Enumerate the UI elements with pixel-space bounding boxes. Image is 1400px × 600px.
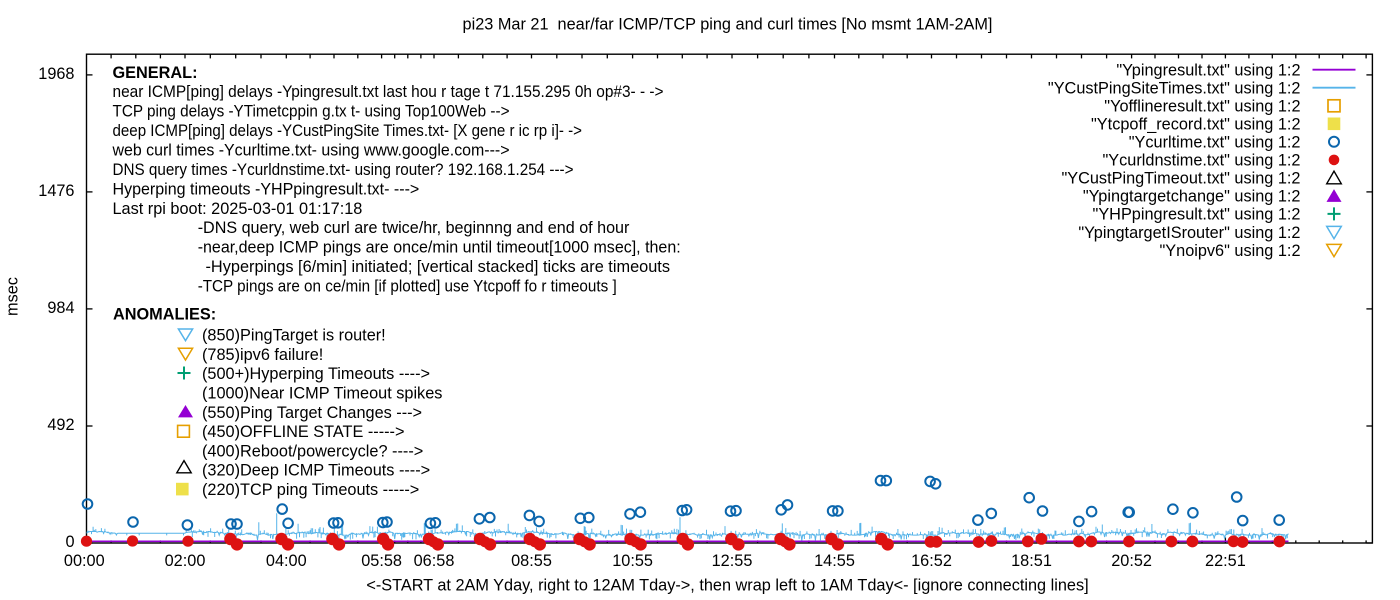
- svg-text:-DNS query, web curl are twice: -DNS query, web curl are twice/hr, begin…: [198, 219, 630, 237]
- svg-text:"Ycurldnstime.txt" using 1:2: "Ycurldnstime.txt" using 1:2: [1103, 152, 1301, 170]
- svg-text:near ICMP[ping] delays -Ypingr: near ICMP[ping] delays -Ypingresult.txt …: [113, 83, 664, 101]
- svg-text:DNS query times -Ycurldnstime.: DNS query times -Ycurldnstime.txt- using…: [113, 161, 574, 179]
- svg-text:web curl times -Ycurltime.txt-: web curl times -Ycurltime.txt- using www…: [112, 142, 510, 160]
- svg-text:(1000)Near ICMP Timeout spikes: (1000)Near ICMP Timeout spikes: [202, 385, 442, 403]
- svg-text:deep ICMP[ping] delays -YCustP: deep ICMP[ping] delays -YCustPingSite Ti…: [113, 122, 583, 140]
- svg-text:(500+)Hyperping Timeouts ---->: (500+)Hyperping Timeouts ---->: [202, 365, 430, 383]
- svg-text:05:58: 05:58: [361, 552, 402, 570]
- svg-text:"Yofflineresult.txt" using 1:2: "Yofflineresult.txt" using 1:2: [1104, 98, 1300, 116]
- svg-text:1968: 1968: [38, 65, 74, 83]
- svg-text:<-START at 2AM Yday, right to: <-START at 2AM Yday, right to 12AM Tday-…: [366, 577, 1088, 595]
- svg-text:ANOMALIES:: ANOMALIES:: [113, 305, 216, 323]
- svg-text:msec: msec: [4, 277, 22, 316]
- svg-text:Last rpi boot: 2025-03-01 01:1: Last rpi boot: 2025-03-01 01:17:18: [113, 200, 363, 218]
- svg-text:"Ynoipv6" using 1:2: "Ynoipv6" using 1:2: [1160, 242, 1301, 260]
- svg-text:TCP ping delays -YTimetcppin g: TCP ping delays -YTimetcppin g.tx t- usi…: [113, 103, 510, 121]
- svg-text:"Ypingresult.txt" using 1:2: "Ypingresult.txt" using 1:2: [1116, 62, 1300, 80]
- svg-text:"YHPpingresult.txt" using 1:2: "YHPpingresult.txt" using 1:2: [1093, 206, 1301, 224]
- svg-text:(320)Deep ICMP Timeouts ---->: (320)Deep ICMP Timeouts ---->: [202, 462, 430, 480]
- svg-text:04:00: 04:00: [266, 552, 307, 570]
- svg-text:"Ypingtargetchange" using 1:2: "Ypingtargetchange" using 1:2: [1083, 188, 1301, 206]
- svg-text:(400)Reboot/powercycle? ---->: (400)Reboot/powercycle? ---->: [202, 442, 423, 460]
- svg-text:1476: 1476: [38, 182, 74, 200]
- svg-text:(550)Ping Target Changes --->: (550)Ping Target Changes --->: [202, 404, 422, 422]
- svg-text:"YCustPingTimeout.txt" using 1: "YCustPingTimeout.txt" using 1:2: [1061, 170, 1300, 188]
- svg-text:"YCustPingSiteTimes.txt" using: "YCustPingSiteTimes.txt" using 1:2: [1048, 80, 1301, 98]
- svg-text:GENERAL:: GENERAL:: [113, 64, 198, 82]
- svg-text:02:00: 02:00: [165, 552, 206, 570]
- svg-text:00:00: 00:00: [64, 552, 105, 570]
- svg-text:"Ycurltime.txt" using 1:2: "Ycurltime.txt" using 1:2: [1129, 134, 1301, 152]
- svg-text:16:52: 16:52: [911, 552, 952, 570]
- svg-text:08:55: 08:55: [511, 552, 552, 570]
- svg-text:(850)PingTarget is router!: (850)PingTarget is router!: [202, 327, 386, 345]
- svg-text:-TCP pings are on ce/min [if: -TCP pings are on ce/min [if plotted] us…: [198, 278, 617, 296]
- svg-text:22:51: 22:51: [1205, 552, 1246, 570]
- svg-text:984: 984: [47, 299, 74, 317]
- svg-text:"Ytcpoff_record.txt" using 1:2: "Ytcpoff_record.txt" using 1:2: [1091, 116, 1300, 134]
- svg-text:-Hyperpings [6/min] initiated;: -Hyperpings [6/min] initiated; [vertical…: [206, 258, 671, 276]
- svg-text:Hyperping timeouts -YHPpingres: Hyperping timeouts -YHPpingresult.txt- -…: [113, 180, 420, 198]
- svg-text:(220)TCP ping Timeouts ----->: (220)TCP ping Timeouts ----->: [202, 481, 419, 499]
- svg-text:-near,deep ICMP pings are once: -near,deep ICMP pings are once/min until…: [198, 239, 681, 257]
- svg-text:"YpingtargetISrouter" using 1:: "YpingtargetISrouter" using 1:2: [1078, 224, 1300, 242]
- svg-text:14:55: 14:55: [814, 552, 855, 570]
- svg-text:(785)ipv6 failure!: (785)ipv6 failure!: [202, 346, 323, 364]
- svg-text:12:55: 12:55: [712, 552, 753, 570]
- svg-text:(450)OFFLINE STATE ----->: (450)OFFLINE STATE ----->: [202, 423, 404, 441]
- svg-text:06:58: 06:58: [414, 552, 455, 570]
- svg-text:20:52: 20:52: [1111, 552, 1152, 570]
- svg-text:18:51: 18:51: [1011, 552, 1052, 570]
- svg-text:10:55: 10:55: [612, 552, 653, 570]
- svg-text:0: 0: [65, 533, 74, 551]
- svg-text:492: 492: [47, 416, 74, 434]
- svg-text:pi23 Mar 21 near/far ICMP/TCP: pi23 Mar 21 near/far ICMP/TCP ping and c…: [463, 15, 993, 33]
